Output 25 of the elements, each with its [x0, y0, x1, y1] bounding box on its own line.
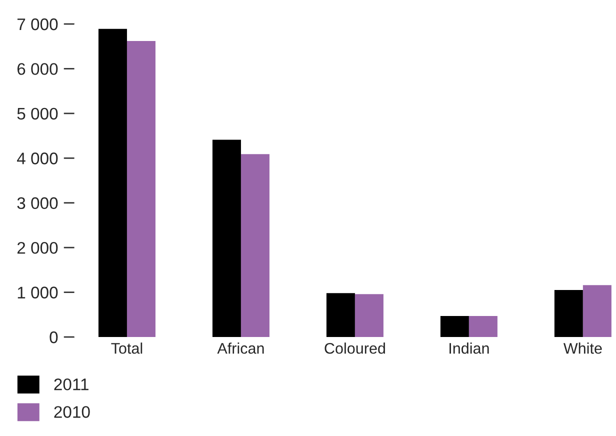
bar [240, 154, 270, 337]
bar [582, 285, 612, 337]
bar [212, 140, 241, 337]
legend-label: 2011 [54, 378, 88, 390]
x-tick-label: White [563, 342, 602, 354]
y-tick-label: 6 000 [17, 63, 58, 75]
legend-label: 2010 [54, 406, 90, 418]
bar [468, 316, 498, 337]
bar [126, 40, 156, 337]
x-tick-label: Coloured [324, 342, 385, 354]
bar [554, 290, 583, 337]
bar [354, 294, 384, 337]
bar [98, 28, 127, 337]
bar [326, 293, 355, 337]
y-tick-label: 2 000 [17, 242, 58, 254]
x-tick-label: Total [111, 342, 142, 354]
y-tick-label: 7 000 [17, 18, 58, 30]
x-tick-label: Indian [450, 342, 489, 354]
y-tick-label: 4 000 [17, 152, 58, 164]
y-tick-label: 3 000 [17, 197, 58, 210]
x-tick-label: African [217, 342, 264, 354]
y-tick-label: 5 000 [17, 108, 58, 120]
y-tick-label: 0 [50, 331, 58, 344]
bar [440, 316, 469, 337]
y-tick-label: 1 000 [18, 286, 58, 298]
